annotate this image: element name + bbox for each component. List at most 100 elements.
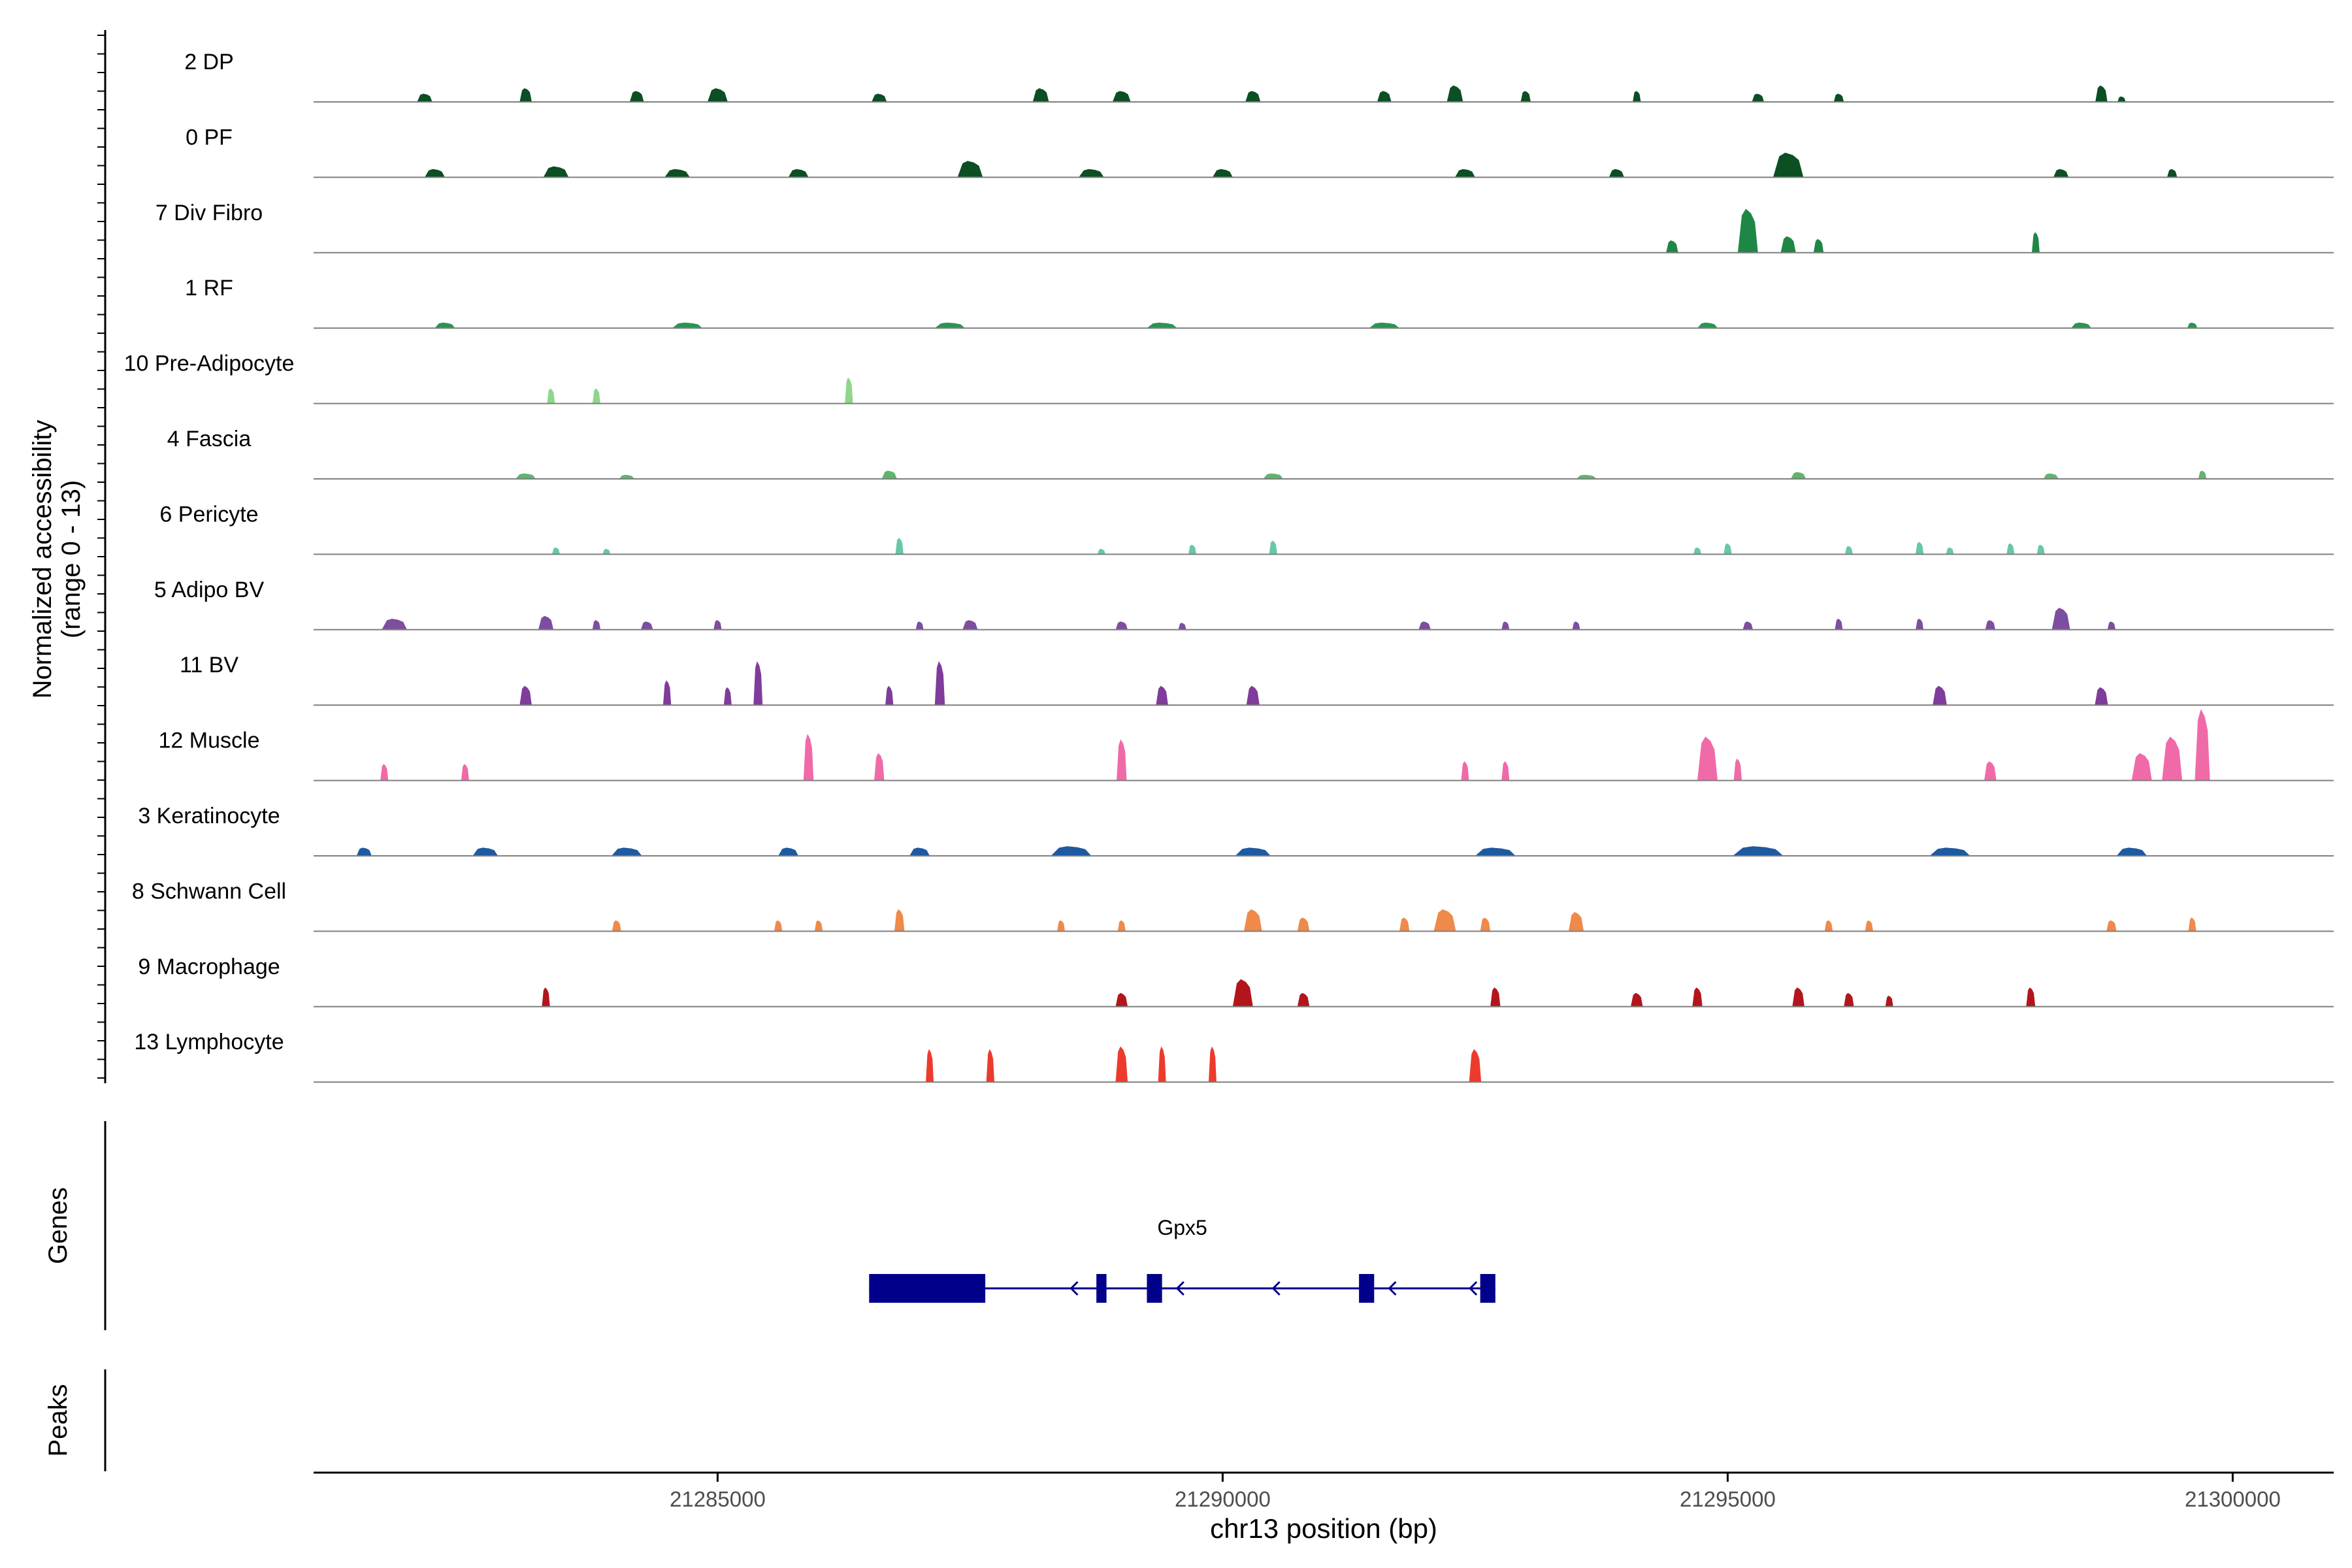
coverage-peak [1461, 761, 1469, 781]
coverage-peak [1792, 987, 1805, 1007]
coverage-peak [1609, 169, 1624, 178]
coverage-peak [2053, 169, 2069, 178]
track-7: 6 Pericyte [159, 502, 2334, 555]
coverage-peak [543, 166, 569, 178]
track-3: 7 Div Fibro [155, 201, 2334, 253]
coverage-peak [461, 764, 469, 781]
track-9: 11 BV [180, 653, 2334, 706]
coverage-peak [1692, 987, 1703, 1007]
coverage-peak [1693, 547, 1702, 555]
coverage-peak [1243, 909, 1262, 932]
coverage-peak [774, 920, 783, 932]
track-12: 8 Schwann Cell [132, 879, 2334, 932]
coverage-peak [2107, 621, 2116, 630]
coverage-peak [1844, 546, 1853, 555]
coverage-peak [778, 847, 799, 856]
y-minor-ticks [97, 35, 105, 1079]
coverage-peak [619, 474, 634, 479]
x-axis-label: chr13 position (bp) [1210, 1513, 1437, 1544]
coverage-peak [934, 661, 945, 706]
coverage-peak [2051, 608, 2070, 630]
coverage-peak [1208, 1046, 1217, 1083]
coverage-peak [356, 847, 372, 856]
coverage-peak [2187, 322, 2198, 329]
coverage-peak [934, 322, 966, 329]
coverage-peak [1630, 992, 1643, 1007]
track-label: 6 Pericyte [159, 502, 258, 527]
coverage-peak [1568, 912, 1584, 932]
gene-strand-arrow [1175, 1281, 1184, 1296]
coverage-peak [814, 920, 823, 932]
coverage-peak [1824, 920, 1833, 932]
coverage-peak [1946, 547, 1954, 555]
coverage-peak [1454, 169, 1475, 178]
coverage-peak [894, 909, 905, 932]
coverage-peak [1791, 472, 1806, 479]
y-axis-label-line2: (range 0 - 13) [57, 480, 86, 638]
coverage-peak [1833, 93, 1844, 102]
coverage-peak [547, 388, 555, 404]
track-label: 4 Fascia [167, 427, 252, 451]
track-10: 12 Muscle [159, 709, 2334, 781]
x-tick-label: 21285000 [670, 1487, 766, 1511]
coverage-peak [1490, 987, 1501, 1007]
coverage-peak [515, 473, 536, 479]
coverage-peak [1235, 847, 1271, 856]
track-label: 0 PF [186, 125, 233, 150]
coverage-peak [986, 1049, 995, 1083]
coverage-peak [2162, 736, 2183, 781]
coverage-peak [874, 753, 885, 781]
gene-exon [1147, 1274, 1162, 1303]
gene-strand-arrow [1271, 1281, 1281, 1296]
coverage-peak [2006, 543, 2015, 555]
coverage-peak [612, 920, 621, 932]
coverage-peak [1263, 473, 1284, 479]
track-8: 5 Adipo BV [154, 578, 2334, 630]
coverage-peak [592, 620, 601, 630]
coverage-peak [1115, 992, 1128, 1007]
coverage-peak [1117, 920, 1126, 932]
coverage-peak [1377, 91, 1392, 102]
coverage-peak [1697, 322, 1718, 329]
coverage-peak [1501, 761, 1510, 781]
track-label: 8 Schwann Cell [132, 879, 286, 904]
track-label: 5 Adipo BV [154, 578, 265, 602]
coverage-peak [885, 685, 894, 706]
coverage-peak [1232, 979, 1253, 1007]
coverage-peak [1269, 540, 1277, 555]
gene-strand-arrow [1469, 1281, 1478, 1296]
coverage-peak [1772, 152, 1804, 178]
coverage-peak [723, 687, 732, 706]
coverage-peak [1844, 992, 1854, 1007]
genes-axis-label: Genes [44, 1187, 73, 1264]
coverage-peak [640, 621, 653, 630]
coverage-peak [1475, 847, 1516, 856]
coverage-peak [1885, 996, 1893, 1007]
coverage-peak [538, 615, 554, 630]
coverage-peak [2198, 470, 2207, 479]
coverage-peak [1697, 736, 1718, 781]
coverage-peak [2188, 917, 2197, 932]
coverage-peak [881, 470, 897, 479]
x-tick-label: 21290000 [1175, 1487, 1271, 1511]
coverage-peak [957, 161, 983, 178]
coverage-peak [1469, 1049, 1482, 1083]
coverage-peak [519, 685, 532, 706]
coverage-peak [1057, 920, 1066, 932]
coverage-peak [1178, 623, 1186, 630]
coverage-peak [472, 847, 498, 856]
x-tick-label: 21295000 [1680, 1487, 1776, 1511]
coverage-peak [1369, 322, 1399, 329]
gene-strand-arrow [1070, 1281, 1079, 1296]
track-label: 7 Div Fibro [155, 201, 263, 225]
coverage-peak [1032, 88, 1049, 102]
coverage-peak [1297, 917, 1310, 932]
coverage-peak [788, 169, 809, 178]
track-5: 10 Pre-Adipocyte [124, 351, 2334, 404]
coverage-peak [1633, 91, 1641, 102]
coverage-peak [672, 322, 703, 329]
coverage-peak [872, 93, 887, 102]
gene-strand-arrow [1388, 1281, 1397, 1296]
